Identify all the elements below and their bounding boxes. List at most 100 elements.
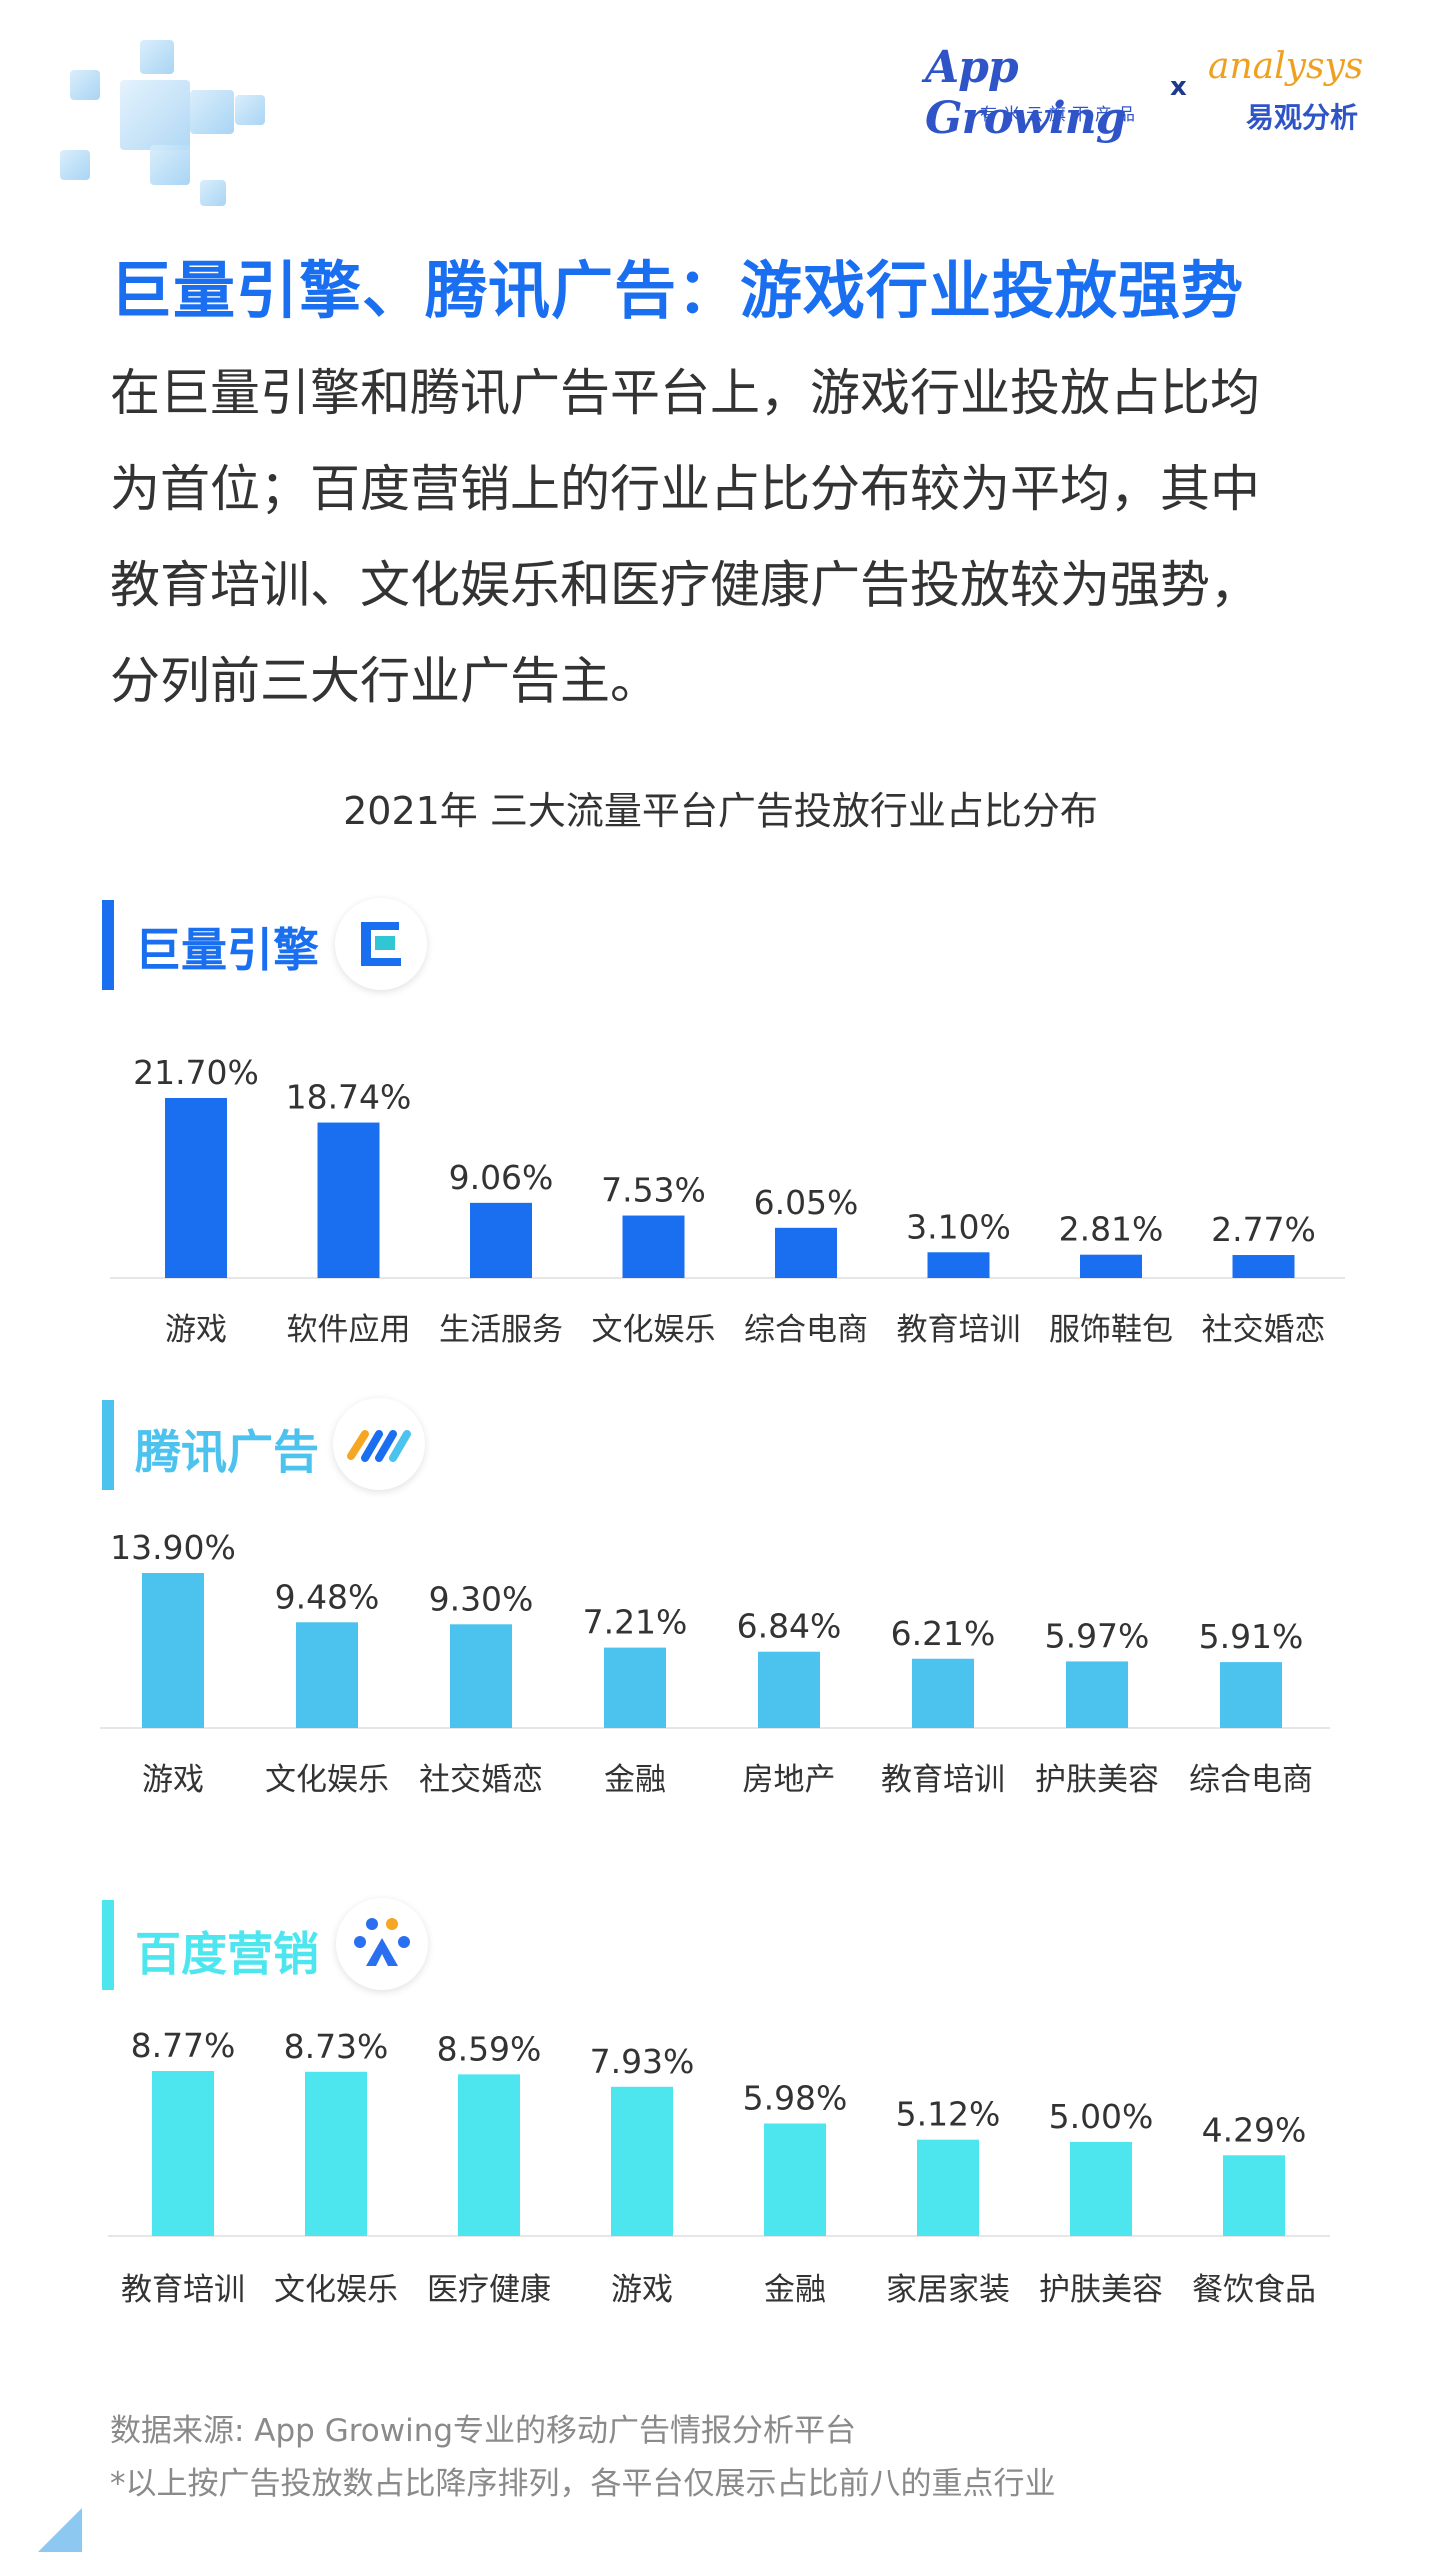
category-label: 教育培训 — [881, 1762, 1005, 1798]
analysys-logo: analysys 易观分析 — [1208, 40, 1398, 134]
bar — [1223, 2155, 1285, 2236]
section-marker-juliang — [102, 900, 114, 990]
data-source-note: 数据来源: App Growing专业的移动广告情报分析平台 — [110, 2413, 857, 2449]
category-label: 文化娱乐 — [265, 1762, 389, 1798]
bar-value-label: 8.77% — [131, 2026, 236, 2065]
bar-value-label: 4.29% — [1202, 2110, 1307, 2149]
bar-value-label: 5.91% — [1199, 1617, 1304, 1656]
bar-value-label: 7.21% — [583, 1603, 688, 1642]
category-label: 综合电商 — [1189, 1762, 1313, 1798]
chart-title: 2021年 三大流量平台广告投放行业占比分布 — [343, 789, 1098, 833]
decorative-cubes — [50, 30, 290, 210]
tencent-ads-logo-icon — [333, 1398, 425, 1490]
intro-line: 教育培训、文化娱乐和医疗健康广告投放较为强势， — [110, 556, 1260, 614]
bar-value-label: 6.84% — [737, 1607, 842, 1646]
bar — [927, 1252, 990, 1278]
juliang-bar-chart: 21.70% 游戏 18.74% 软件应用 9.06% 生活服务 7.53% 文化娱乐 6.05… — [110, 1053, 1345, 1348]
sorting-note: *以上按广告投放数占比降序排列，各平台仅展示占比前八的重点行业 — [110, 2466, 1056, 2502]
category-label: 教育培训 — [897, 1312, 1021, 1348]
intro-paragraph: 在巨量引擎和腾讯广告平台上，游戏行业投放占比均 为首位；百度营销上的行业占比分布… — [110, 345, 1360, 729]
bar — [1220, 1662, 1282, 1728]
bar — [1080, 1254, 1142, 1278]
juliang-logo-icon — [335, 898, 427, 990]
bar — [775, 1227, 837, 1278]
bar-value-label: 5.12% — [896, 2095, 1001, 2134]
bar — [758, 1651, 820, 1728]
category-label: 生活服务 — [439, 1312, 563, 1348]
category-label: 教育培训 — [121, 2272, 245, 2308]
appgrowing-logo-text: App Growing — [925, 42, 1126, 144]
bar-value-label: 8.59% — [437, 2029, 542, 2068]
category-label: 软件应用 — [287, 1312, 411, 1348]
logo-separator: x — [1170, 72, 1187, 102]
bar-value-label: 6.21% — [891, 1614, 996, 1653]
category-label: 服饰鞋包 — [1049, 1312, 1173, 1348]
appgrowing-logo-subtitle: 有米云旗下产品 — [980, 105, 1141, 125]
bar — [764, 2123, 826, 2236]
section-title-tencent: 腾讯广告 — [135, 1425, 319, 1479]
bar-value-label: 5.98% — [743, 2078, 848, 2117]
category-label: 游戏 — [165, 1312, 227, 1348]
category-label: 综合电商 — [744, 1312, 868, 1348]
bar — [152, 2071, 214, 2236]
bar-value-label: 13.90% — [110, 1528, 236, 1567]
bar-value-label: 6.05% — [754, 1183, 859, 1222]
category-label: 房地产 — [743, 1762, 836, 1798]
category-label: 护肤美容 — [1035, 1762, 1159, 1798]
bar-value-label: 5.00% — [1049, 2097, 1154, 2136]
bar — [1070, 2141, 1132, 2236]
category-label: 游戏 — [611, 2272, 673, 2308]
section-title-baidu: 百度营销 — [135, 1927, 319, 1981]
bar — [622, 1215, 685, 1278]
category-label: 文化娱乐 — [274, 2272, 398, 2308]
bar — [912, 1658, 974, 1728]
bar-value-label: 18.74% — [286, 1078, 412, 1117]
bar-value-label: 2.77% — [1211, 1210, 1316, 1249]
baidu-marketing-logo-icon — [336, 1898, 428, 1990]
bar — [458, 2074, 520, 2236]
category-label: 社交婚恋 — [419, 1762, 543, 1798]
bar-value-label: 7.53% — [601, 1171, 706, 1210]
category-label: 文化娱乐 — [592, 1312, 716, 1348]
bar-value-label: 9.30% — [429, 1579, 534, 1618]
bar — [470, 1202, 532, 1278]
section-marker-baidu — [102, 1900, 114, 1990]
bar-value-label: 7.93% — [590, 2042, 695, 2081]
intro-line: 在巨量引擎和腾讯广告平台上，游戏行业投放占比均 — [110, 364, 1260, 422]
section-title-juliang: 巨量引擎 — [135, 923, 319, 977]
baidu-bar-chart: 8.77% 教育培训 8.73% 文化娱乐 8.59% 医疗健康 7.93% 游戏 5.98% 金… — [108, 2026, 1330, 2308]
bar-value-label: 3.10% — [906, 1207, 1011, 1246]
corner-decoration — [38, 2508, 82, 2552]
bar — [1066, 1661, 1128, 1728]
bar — [305, 2071, 367, 2236]
appgrowing-logo: App Growing 有米云旗下产品 — [925, 40, 1165, 144]
category-label: 医疗健康 — [427, 2272, 551, 2308]
bar-value-label: 2.81% — [1059, 1210, 1164, 1249]
bar-value-label: 21.70% — [133, 1053, 259, 1092]
bar — [604, 1647, 666, 1728]
page-headline: 巨量引擎、腾讯广告：游戏行业投放强势 — [110, 254, 1245, 327]
intro-line: 为首位；百度营销上的行业占比分布较为平均，其中 — [110, 460, 1260, 518]
category-label: 餐饮食品 — [1192, 2272, 1316, 2308]
category-label: 家居家装 — [886, 2272, 1010, 2308]
bar-value-label: 9.48% — [275, 1577, 380, 1616]
category-label: 金融 — [604, 1762, 666, 1798]
bar — [142, 1573, 204, 1728]
intro-line: 分列前三大行业广告主。 — [110, 652, 660, 710]
category-label: 金融 — [764, 2272, 826, 2308]
bar — [1232, 1255, 1295, 1278]
bar — [296, 1622, 358, 1728]
bar — [450, 1624, 512, 1728]
section-marker-tencent — [102, 1400, 114, 1490]
bar-value-label: 5.97% — [1045, 1616, 1150, 1655]
analysys-logo-subtitle: 易观分析 — [1246, 101, 1359, 134]
category-label: 护肤美容 — [1039, 2272, 1163, 2308]
bar — [317, 1122, 380, 1278]
tencent-bar-chart: 13.90% 游戏 9.48% 文化娱乐 9.30% 社交婚恋 7.21% 金融 6.84% 房地… — [100, 1528, 1330, 1798]
bar — [611, 2086, 673, 2236]
bar — [917, 2139, 979, 2236]
category-label: 社交婚恋 — [1202, 1312, 1326, 1348]
bar-value-label: 8.73% — [284, 2027, 389, 2066]
analysys-logo-text: analysys — [1208, 46, 1364, 87]
category-label: 游戏 — [142, 1762, 204, 1798]
